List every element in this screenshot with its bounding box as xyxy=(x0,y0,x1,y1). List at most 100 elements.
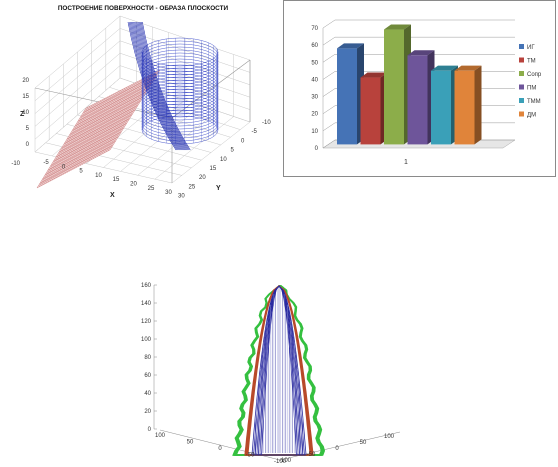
x-tick: 100 xyxy=(155,433,166,439)
z-tick: 140 xyxy=(141,301,152,307)
y-tick: 40 xyxy=(311,77,318,83)
x-tick: 0 xyxy=(62,164,66,170)
grid-line xyxy=(34,65,121,140)
y-tick: 20 xyxy=(199,175,206,181)
z-tick: 20 xyxy=(22,78,29,84)
ribbon-line xyxy=(134,21,183,151)
y-tick: 20 xyxy=(311,112,318,118)
y-tick: 0 xyxy=(315,146,319,152)
z-tick: 60 xyxy=(144,373,151,379)
grid-line xyxy=(34,53,121,127)
x-tick: 30 xyxy=(165,190,172,196)
grid-line xyxy=(34,28,121,101)
category-label: 1 xyxy=(404,159,408,166)
y-axis-line xyxy=(279,431,401,461)
y-tick: 15 xyxy=(210,166,217,172)
plane-line xyxy=(53,123,127,162)
z-tick: 120 xyxy=(141,319,152,325)
bar-top xyxy=(337,43,364,49)
ribbon-line xyxy=(140,21,190,151)
y-tick: 30 xyxy=(311,95,318,101)
z-tick: -10 xyxy=(11,161,20,167)
surface-plot-title: ПОСТРОЕНИЕ ПОВЕРХНОСТИ - ОБРАЗА ПЛОСКОСТ… xyxy=(58,5,229,12)
grid-line xyxy=(322,19,515,29)
ribbon-line xyxy=(139,21,189,151)
ribbon-line xyxy=(132,21,181,151)
z-tick: 100 xyxy=(141,337,152,343)
y-tick: 10 xyxy=(220,157,227,163)
y-tick: 50 xyxy=(311,60,318,66)
legend-label: ТМ xyxy=(527,59,536,65)
cone-ticks: 0 20 40 60 80 100 120 140 160 100 50 0 -50 -100-100 -5… xyxy=(141,283,395,465)
bar-front xyxy=(431,70,451,145)
legend-swatch xyxy=(519,57,524,63)
grid-line xyxy=(34,40,121,114)
legend-swatch xyxy=(519,44,524,49)
y-tick: -50 xyxy=(307,452,316,458)
y-tick: 0 xyxy=(241,138,245,144)
chart-frame xyxy=(283,0,556,177)
cone-surface xyxy=(232,285,326,456)
plane-line xyxy=(50,127,124,166)
bar-front xyxy=(454,70,475,145)
ribbon-line xyxy=(127,21,177,151)
bar-front xyxy=(407,55,428,145)
plane-line xyxy=(64,105,138,144)
x-tick: 50 xyxy=(187,440,194,446)
plane-line xyxy=(69,96,144,135)
x-tick: -50 xyxy=(246,453,255,459)
legend-swatch xyxy=(519,71,524,76)
bar-front xyxy=(360,77,381,145)
z-tick: 10 xyxy=(22,110,29,116)
legend-label: ИГ xyxy=(527,45,535,51)
bar-top xyxy=(360,72,388,78)
ribbon-line xyxy=(131,21,180,151)
grid-line xyxy=(34,15,121,89)
legend-label: Сопр xyxy=(527,72,542,78)
y-tick: 30 xyxy=(178,194,185,200)
z-tick: 0 xyxy=(26,142,30,148)
z-tick: 160 xyxy=(141,283,152,289)
y-tick: 25 xyxy=(189,184,196,190)
x-tick: 0 xyxy=(218,446,222,452)
plane-line xyxy=(66,100,141,140)
x-tick: 20 xyxy=(130,182,137,188)
ribbon-surface xyxy=(127,21,191,151)
ribbon-line xyxy=(133,21,182,151)
plane-line xyxy=(42,140,116,180)
y-tick: 0 xyxy=(335,446,339,452)
plane-line xyxy=(61,109,136,149)
outer-shell xyxy=(235,285,323,456)
ribbon-line xyxy=(128,21,178,151)
ribbon-line xyxy=(136,21,186,151)
bar-legend: ИГ ТМ Сопр ПМ ТММ ДМ xyxy=(519,44,542,119)
z-tick: 5 xyxy=(26,126,30,132)
bar-top xyxy=(384,24,411,30)
cone-axes xyxy=(153,284,401,461)
z-tick: 15 xyxy=(22,94,29,100)
y-tick: -100 xyxy=(279,458,292,464)
legend-label: ДМ xyxy=(527,113,536,119)
bar-top xyxy=(454,65,482,71)
cone-plot-panel: 0 20 40 60 80 100 120 140 160 100 50 0 -50 -100 -100 -5… xyxy=(130,272,420,467)
ribbon-line xyxy=(138,21,188,151)
legend-swatch xyxy=(519,98,524,103)
z-tick: 20 xyxy=(144,409,151,415)
y-tick: 50 xyxy=(360,440,367,446)
plane-line xyxy=(58,114,133,153)
z-tick: 80 xyxy=(144,355,151,361)
grid-line xyxy=(322,54,515,63)
z-axis-label: Z xyxy=(20,111,25,118)
x-tick: 10 xyxy=(95,173,102,179)
plane-line xyxy=(47,132,122,171)
x-tick: -100 xyxy=(274,459,287,465)
y-tick: -5 xyxy=(252,129,258,135)
y-tick: 10 xyxy=(311,129,318,135)
y-tick: -10 xyxy=(262,120,271,126)
x-axis-label: X xyxy=(110,192,115,199)
plane-line xyxy=(36,149,111,189)
ribbon-line xyxy=(137,21,187,151)
plane-line xyxy=(85,69,161,109)
plane-line xyxy=(75,87,149,126)
bar-y-ticks: 0 10 20 30 40 50 60 70 xyxy=(311,26,318,152)
